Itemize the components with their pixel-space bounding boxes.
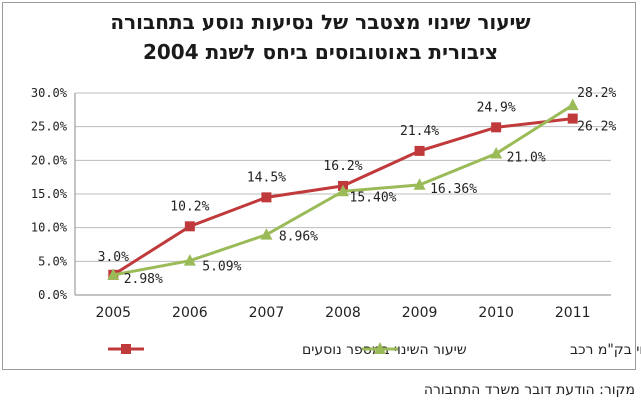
data-label: 28.2% — [577, 86, 616, 101]
data-point-marker — [261, 192, 272, 203]
data-label: 3.0% — [98, 250, 129, 265]
legend-marker — [121, 344, 131, 354]
data-label: 15.40% — [350, 190, 397, 205]
data-point-marker — [566, 98, 579, 111]
data-point-marker — [413, 178, 426, 190]
data-label: 21.0% — [507, 151, 546, 166]
chart-title-line-1: שיעור שינוי מצטבר של נסיעות נוסע בתחבורה — [110, 10, 531, 34]
data-point-marker — [107, 268, 120, 280]
data-label: 14.5% — [247, 170, 286, 185]
data-label: 8.96% — [279, 230, 318, 245]
y-tick-label: 10.0% — [31, 221, 68, 235]
chart-frame — [2, 2, 636, 370]
data-point-marker — [337, 184, 349, 197]
data-label: 21.4% — [400, 124, 439, 139]
data-label: 16.2% — [323, 159, 362, 174]
line-chart: 0.0% 5.0% 10.0% 15.0% 20.0% 25.0% 30.0% 2005 200… — [31, 86, 641, 358]
x-tick-label: 2006 — [172, 305, 208, 321]
data-point-marker — [260, 228, 273, 240]
x-tick-label: 2011 — [555, 305, 591, 321]
source-note: מקור: הודעת דובר משרד התחבורה — [423, 382, 635, 398]
legend-label: שיעור השינוי בק"מ רכב — [570, 342, 641, 358]
y-tick-label: 20.0% — [31, 153, 68, 167]
data-label: 5.09% — [202, 260, 241, 275]
legend-marker — [374, 342, 386, 354]
y-tick-label: 0.0% — [38, 288, 68, 302]
data-label: 26.2% — [577, 120, 616, 135]
data-point-marker — [491, 122, 502, 133]
series-line — [112, 117, 573, 277]
x-tick-label: 2008 — [325, 305, 361, 321]
data-point-marker — [567, 113, 578, 124]
y-tick-label: 25.0% — [31, 120, 68, 134]
y-tick-label: 30.0% — [31, 86, 68, 100]
data-label: 2.98% — [124, 272, 163, 287]
x-tick-label: 2010 — [478, 305, 514, 321]
chart-title-line-2: ציבורית באוטובוסים ביחס לשנת 2004 — [142, 40, 499, 64]
data-label: 10.2% — [170, 199, 209, 214]
data-label: 24.9% — [477, 100, 516, 115]
x-tick-label: 2007 — [249, 305, 285, 321]
data-label: 16.36% — [430, 182, 477, 197]
data-point-marker — [184, 221, 195, 232]
y-tick-label: 5.0% — [38, 254, 68, 268]
x-tick-label: 2005 — [95, 305, 131, 321]
data-point-marker — [414, 145, 425, 156]
y-tick-label: 15.0% — [31, 187, 68, 201]
data-point-marker — [490, 147, 503, 159]
data-point-marker — [183, 254, 196, 266]
x-tick-label: 2009 — [402, 305, 438, 321]
